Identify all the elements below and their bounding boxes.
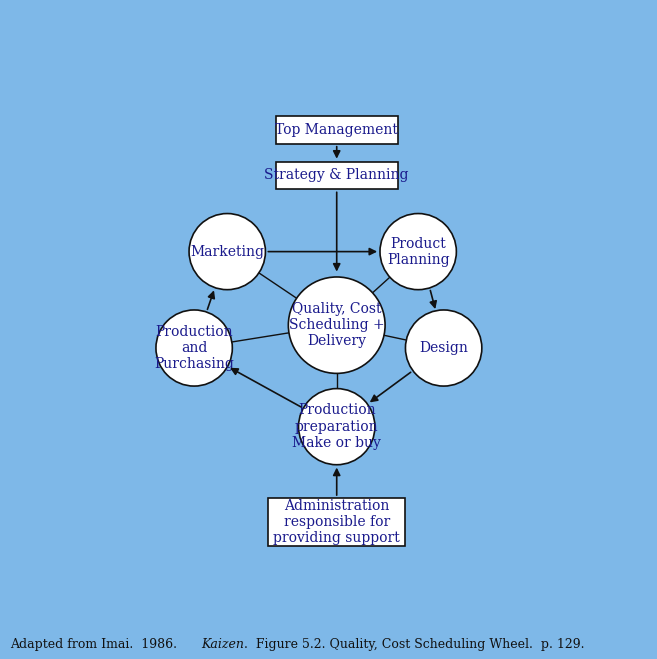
Text: Design: Design — [419, 341, 468, 355]
Text: Adapted from Imai.  1986.: Adapted from Imai. 1986. — [10, 638, 185, 651]
Text: Marketing: Marketing — [191, 244, 264, 258]
Circle shape — [298, 389, 375, 465]
FancyBboxPatch shape — [268, 498, 405, 546]
Circle shape — [189, 214, 265, 290]
Text: Production
preparation
Make or buy: Production preparation Make or buy — [292, 403, 381, 450]
Text: .  Figure 5.2. Quality, Cost Scheduling Wheel.  p. 129.: . Figure 5.2. Quality, Cost Scheduling W… — [244, 638, 585, 651]
Text: Product
Planning: Product Planning — [387, 237, 449, 267]
Text: Production
and
Purchasing: Production and Purchasing — [154, 325, 234, 371]
Text: Kaizen: Kaizen — [202, 638, 244, 651]
Text: Strategy & Planning: Strategy & Planning — [265, 169, 409, 183]
Text: Administration
responsible for
providing support: Administration responsible for providing… — [273, 499, 400, 545]
Text: Quality, Cost
Scheduling +
Delivery: Quality, Cost Scheduling + Delivery — [289, 302, 384, 349]
Circle shape — [288, 277, 385, 374]
FancyBboxPatch shape — [276, 161, 398, 189]
Circle shape — [380, 214, 457, 290]
Circle shape — [405, 310, 482, 386]
FancyBboxPatch shape — [276, 116, 398, 144]
Text: Top Management: Top Management — [275, 123, 398, 137]
Circle shape — [156, 310, 233, 386]
